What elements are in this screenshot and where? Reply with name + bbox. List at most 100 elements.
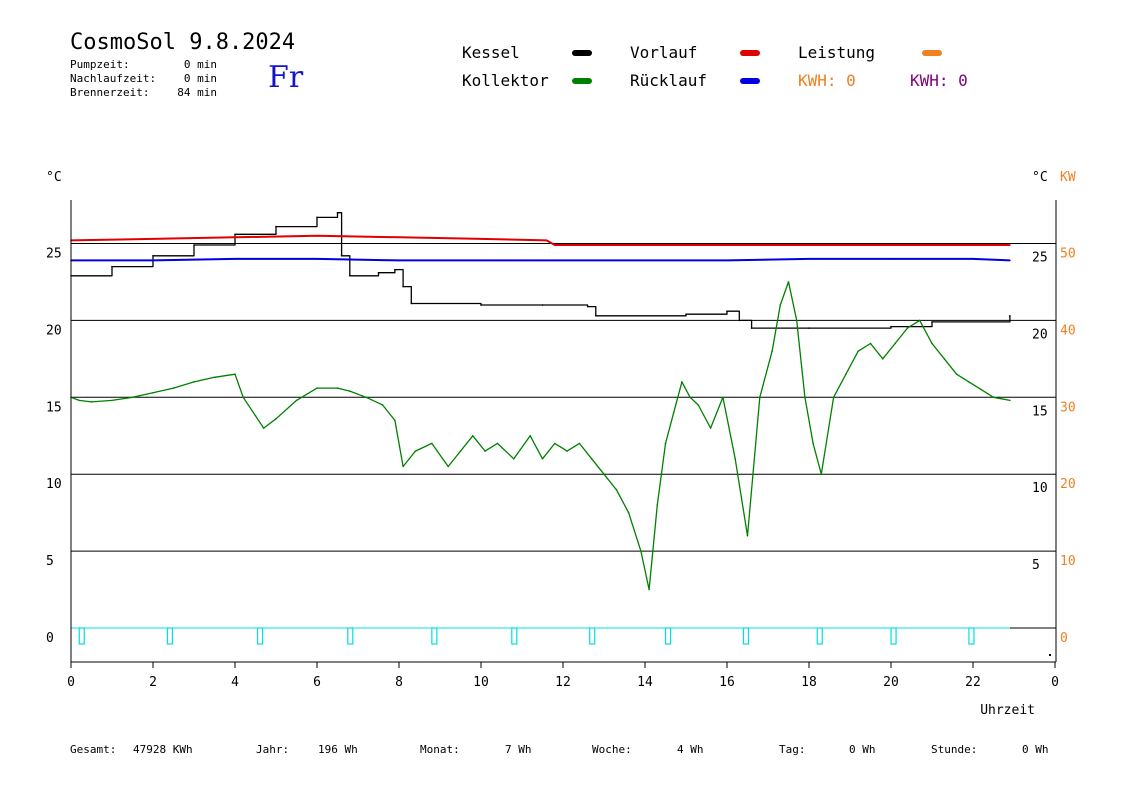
data-point [578,442,581,445]
burner-time-label: Brennerzeit: [70,86,150,99]
y-tick-label-right: 5 [1032,558,1040,573]
data-point [234,236,236,239]
data-point [955,373,958,376]
pump-marker [78,627,85,645]
data-point [193,381,195,383]
x-tick-label: 14 [637,675,653,690]
data-point [779,304,782,306]
pump-marker [968,627,975,645]
kw-tick-label: 0 [1060,631,1068,646]
data-point [894,342,896,345]
data-point [787,281,790,283]
kw-tick-label: 40 [1060,323,1076,338]
footer-monat-label: Monat: [420,743,460,756]
data-point [906,327,909,329]
data-point [213,376,216,379]
y-axis-label-right: °C [1032,170,1048,185]
y-tick-label-left: 0 [46,631,54,646]
x-tick-label: 0 [1051,675,1059,690]
data-point [890,244,892,246]
afterrun-time-label: Nachlaufzeit: [70,72,157,85]
data-point [152,391,154,394]
data-point [447,465,450,468]
series-line-kollektor [70,281,1011,591]
data-point [295,399,298,402]
footer-stunde-label: Stunde: [931,743,978,756]
pump-marker [511,627,518,645]
x-axis-label: Uhrzeit [980,703,1035,718]
data-point [541,304,544,306]
x-tick-label: 18 [801,675,817,690]
data-point [554,442,556,445]
data-point [1009,259,1011,262]
data-point [472,434,474,437]
data-point [90,401,93,403]
data-point [697,404,700,406]
series-line-ruecklauf [71,257,1010,262]
pump-marker [589,627,596,645]
data-point [484,450,486,452]
series-line-kessel [71,212,1011,329]
data-point [845,373,847,376]
data-point [726,310,728,312]
page-title: CosmoSol 9.8.2024 [70,30,296,55]
pump-time-label: Pumpzeit: [70,58,130,71]
data-point [541,458,544,460]
data-point [234,233,236,236]
data-point [656,504,659,506]
data-point [726,244,728,246]
y-axis-label-left: °C [46,170,62,185]
data-point [603,473,605,476]
axis-dot [1049,654,1051,656]
pump-marker [742,627,750,645]
data-point [545,239,548,242]
data-point [566,450,568,452]
data-point [738,319,741,322]
pump-marker [664,627,672,645]
footer-gesamt-value: 47928 KWh [133,743,193,756]
pump-marker [166,627,173,645]
data-point [242,396,244,399]
pump-marker [816,627,823,645]
data-point [931,342,933,345]
data-point [627,511,630,514]
data-point [771,350,773,352]
data-point [722,396,724,399]
data-point [111,265,113,268]
x-tick-label: 10 [473,675,489,690]
legend-kessel-swatch [572,50,592,56]
data-point [689,396,691,399]
data-point [480,304,482,306]
footer-woche-label: Woche: [592,743,632,756]
pump-marker [890,627,897,645]
data-point [882,358,884,360]
data-point [644,259,646,262]
data-point [336,211,339,214]
data-point [480,238,482,240]
data-point [562,259,564,262]
data-point [759,396,761,399]
data-point [820,473,823,476]
data-point [431,442,433,445]
data-point [111,399,113,402]
data-point [615,488,618,491]
data-point [644,244,646,246]
data-point [316,387,318,389]
data-point [918,319,921,322]
data-point [172,387,175,389]
data-point [275,418,277,420]
legend-kessel: Kessel [462,43,520,62]
data-point [340,255,343,257]
x-tick-label: 12 [555,675,571,690]
data-point [808,327,810,329]
data-point [681,381,683,383]
data-point [931,321,933,323]
data-point [349,390,351,392]
data-point [529,434,531,437]
burner-time-value: 84 min [177,86,217,99]
data-point [1009,399,1011,402]
data-point [193,244,195,246]
footer-jahr-value: 196 Wh [318,743,358,756]
series-line-vorlauf [70,234,1010,246]
